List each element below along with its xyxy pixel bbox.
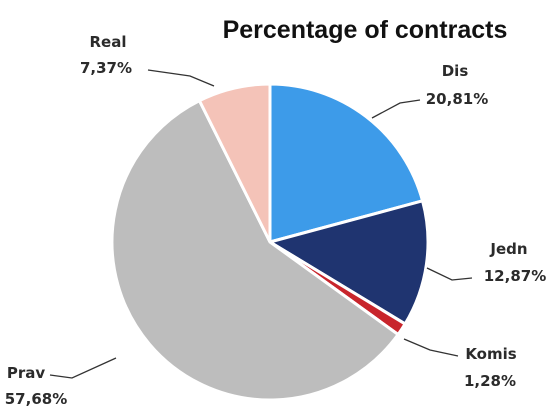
slice-name-komis: Komis	[465, 345, 516, 363]
slice-label-real: 7,37%	[80, 59, 132, 77]
slice-label-prav: 57,68%	[5, 390, 67, 408]
leader-prav	[49, 357, 117, 379]
slice-label-dis: 20,81%	[426, 90, 488, 108]
slice-name-jedn: Jedn	[489, 240, 527, 258]
slice-label-komis: 1,28%	[464, 372, 516, 390]
pie-slice-jedn	[266, 199, 430, 326]
leader-dis	[371, 99, 421, 119]
pie-slice-real	[197, 82, 272, 243]
leader-real	[147, 69, 215, 87]
chart-title: Percentage of contracts	[223, 16, 508, 44]
pie-slice-dis	[268, 82, 425, 244]
slice-name-prav: Prav	[7, 364, 46, 382]
pie-slice-prav	[110, 98, 401, 402]
pie-slices	[110, 82, 430, 402]
slice-name-real: Real	[90, 33, 127, 51]
leader-jedn	[426, 267, 473, 281]
slice-label-jedn: 12,87%	[484, 267, 546, 285]
slice-name-dis: Dis	[442, 62, 469, 80]
leader-komis	[403, 338, 459, 357]
